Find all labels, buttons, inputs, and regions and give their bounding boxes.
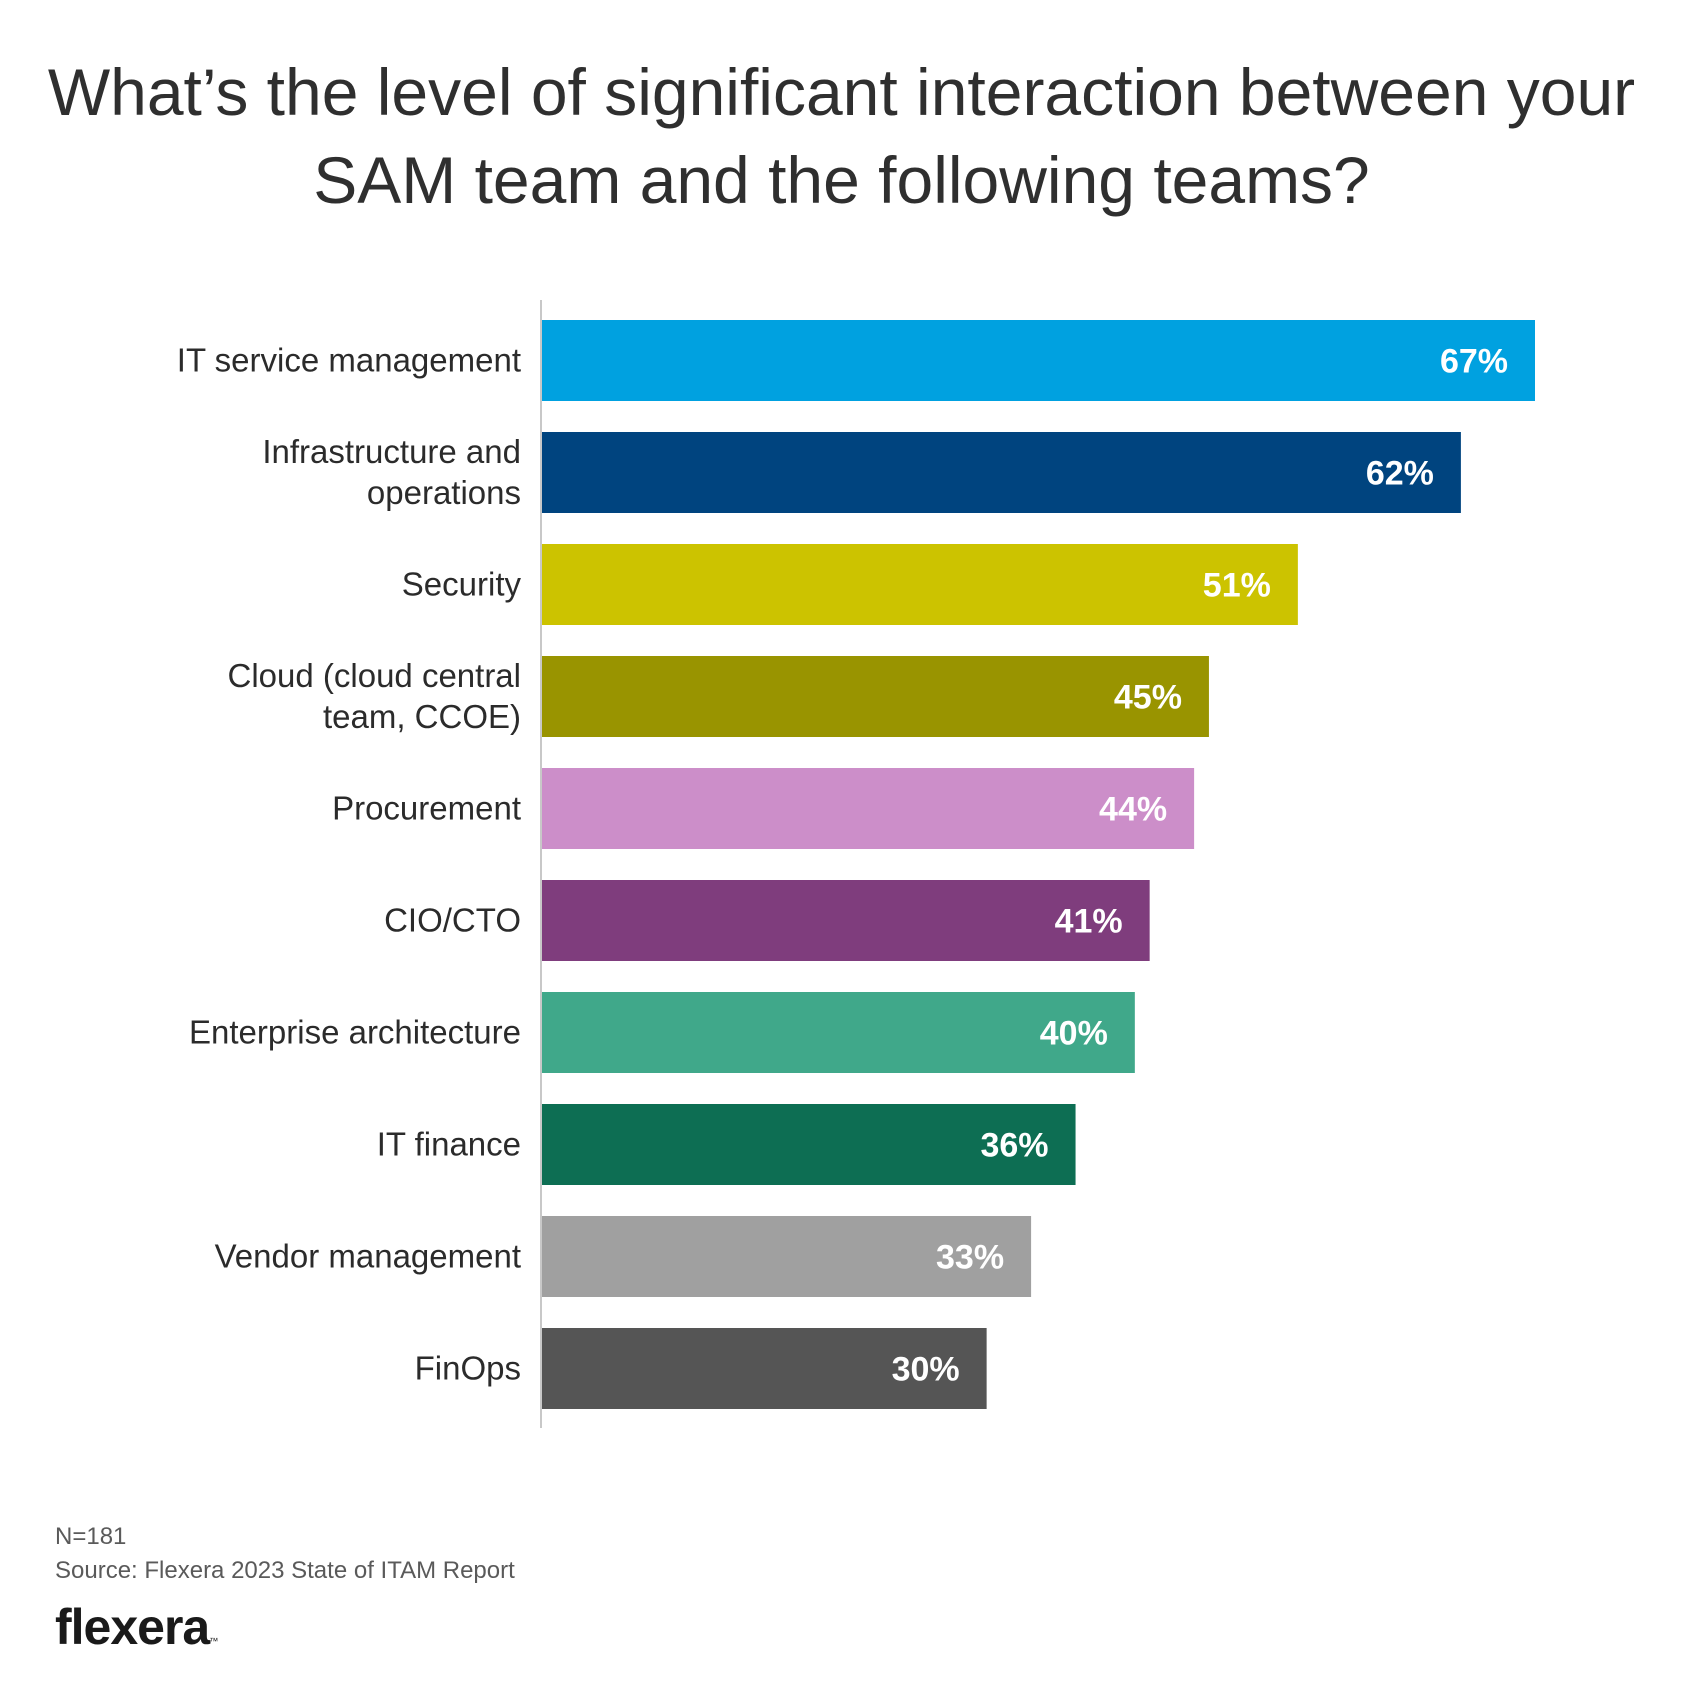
category-label-line: FinOps	[415, 1350, 521, 1387]
bar	[542, 544, 1298, 625]
category-label: Vendor management	[215, 1238, 521, 1275]
category-label-line: Security	[402, 566, 522, 603]
logo-text: flexera	[55, 1599, 210, 1655]
bar-value-label: 30%	[892, 1351, 960, 1389]
category-label-line: IT finance	[377, 1126, 521, 1163]
bar-value-label: 36%	[980, 1127, 1048, 1165]
bar	[542, 656, 1209, 737]
bar-value-label: 67%	[1440, 343, 1508, 381]
category-label-line: IT service management	[177, 342, 521, 379]
category-label-line: CIO/CTO	[384, 902, 521, 939]
bar-value-label: 40%	[1040, 1015, 1108, 1053]
bar	[542, 768, 1195, 849]
bar-value-label: 45%	[1114, 679, 1182, 717]
bar	[542, 432, 1461, 513]
bar	[542, 1216, 1032, 1297]
bar-value-label: 62%	[1366, 455, 1434, 493]
category-label-line: Vendor management	[215, 1238, 521, 1275]
category-label-line: team, CCOE)	[323, 698, 521, 735]
category-label: Enterprise architecture	[189, 1014, 521, 1051]
bar	[542, 880, 1150, 961]
bar	[542, 1328, 987, 1409]
category-label-line: Infrastructure and	[262, 433, 521, 470]
bar	[542, 320, 1535, 401]
category-label-line: operations	[367, 474, 521, 511]
category-label-line: Procurement	[332, 790, 521, 827]
category-label: Cloud (cloud central team, CCOE)	[228, 657, 522, 735]
bar	[542, 1104, 1076, 1185]
bar-value-label: 44%	[1099, 791, 1167, 829]
logo-trademark: ™	[209, 1636, 218, 1646]
category-label: Security	[402, 566, 522, 603]
source-note: Source: Flexera 2023 State of ITAM Repor…	[55, 1557, 515, 1584]
category-label: FinOps	[415, 1350, 521, 1387]
category-label: Procurement	[332, 790, 521, 827]
sample-size-note: N=181	[55, 1523, 127, 1550]
chart-title: What’s the level of significant interact…	[47, 55, 1636, 217]
category-label-line: Cloud (cloud central	[228, 657, 522, 694]
flexera-logo: flexera™	[55, 1598, 218, 1656]
bar-value-label: 41%	[1055, 903, 1123, 941]
bar	[542, 992, 1135, 1073]
category-label: IT finance	[377, 1126, 521, 1163]
category-label: IT service management	[177, 342, 521, 379]
bar-value-label: 51%	[1203, 567, 1271, 605]
bar-value-label: 33%	[936, 1239, 1004, 1277]
category-label: CIO/CTO	[384, 902, 521, 939]
category-label-line: Enterprise architecture	[189, 1014, 521, 1051]
category-label: Infrastructure and operations	[262, 433, 521, 511]
